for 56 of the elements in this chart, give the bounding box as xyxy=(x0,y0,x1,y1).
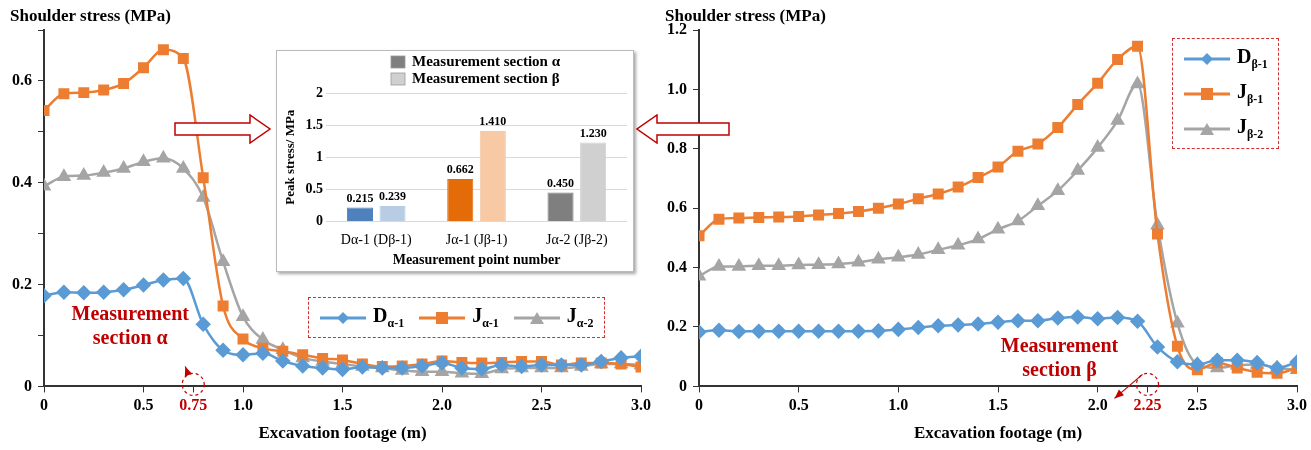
x-tick-label: 1.5 xyxy=(332,396,353,414)
y-tick-label: 0.2 xyxy=(12,274,32,292)
data-label: 0.239 xyxy=(379,189,407,204)
x-tick-label: 3.0 xyxy=(631,396,651,414)
legend-label: Measurement section α xyxy=(412,53,561,70)
y-tick-label: 1.2 xyxy=(667,20,687,38)
legend-label: J$_{β-1}$ xyxy=(1237,80,1264,107)
x-tick-label: 3.0 xyxy=(1287,396,1307,414)
x-tick-label: 2.25 xyxy=(1133,396,1162,414)
legend-label: J$_{β-2}$ xyxy=(1237,115,1264,142)
x-tick-label: 2.0 xyxy=(432,396,452,414)
x-tick-label: 2.0 xyxy=(1087,396,1108,414)
annotation: Measurement section α xyxy=(71,302,190,349)
legend-label: Measurement section β xyxy=(412,70,560,87)
x-tick-label: 1.0 xyxy=(233,396,253,414)
y-tick-label: 0.4 xyxy=(667,257,687,275)
legend-label: D$_{β-1}$ xyxy=(1237,45,1268,72)
data-label: 0.450 xyxy=(547,175,575,190)
y-tick-label: 0 xyxy=(316,213,324,229)
x-axis-title: Measurement point number xyxy=(392,252,561,268)
data-label: 1.230 xyxy=(579,125,607,140)
y-tick-label: 0.4 xyxy=(12,172,32,190)
x-tick-label: 0.5 xyxy=(133,396,154,414)
y-tick-label: 0 xyxy=(24,376,32,394)
y-tick-label: 0.6 xyxy=(667,198,687,216)
x-tick-label: 0.75 xyxy=(179,396,208,414)
legend-label: J$_{α-2}$ xyxy=(566,304,594,332)
x-tick-label: 1.5 xyxy=(988,396,1008,414)
x-axis-title: Excavation footage (m) xyxy=(913,423,1083,443)
x-axis-title: Excavation footage (m) xyxy=(258,423,427,443)
y-tick-label: 1.0 xyxy=(667,79,687,97)
y-tick-label: 1 xyxy=(316,148,324,164)
y-tick-label: 2 xyxy=(316,84,324,100)
x-tick-label: Jα-2 (Jβ-2) xyxy=(546,232,608,249)
annotation: Measurement section β xyxy=(1000,334,1119,382)
x-tick-label: 1.0 xyxy=(888,396,909,414)
x-tick-label: Dα-1 (Dβ-1) xyxy=(340,232,412,249)
y-axis-title: Peak stress/ MPa xyxy=(282,109,298,205)
y-tick-label: 1.5 xyxy=(305,116,324,132)
y-tick-label: 0 xyxy=(679,376,687,394)
x-tick-label: 0.5 xyxy=(788,396,809,414)
data-label: 1.410 xyxy=(479,113,507,128)
x-tick-label: 2.5 xyxy=(1187,396,1208,414)
x-tick-label: Jα-1 (Jβ-1) xyxy=(445,232,508,249)
legend-label: D$_{α-1}$ xyxy=(373,304,405,332)
x-tick-label: 0 xyxy=(40,396,48,414)
x-tick-label: 0 xyxy=(695,396,703,414)
y-tick-label: 0.6 xyxy=(12,71,32,89)
y-tick-label: 0.2 xyxy=(667,317,687,335)
y-tick-label: 0.8 xyxy=(667,138,687,156)
data-label: 0.215 xyxy=(346,190,374,205)
y-axis-title: Shoulder stress (MPa) xyxy=(10,5,171,25)
y-tick-label: 0.5 xyxy=(305,180,324,196)
legend-label: J$_{α-1}$ xyxy=(472,304,499,332)
data-label: 0.662 xyxy=(446,161,474,176)
x-tick-label: 2.5 xyxy=(531,396,552,414)
